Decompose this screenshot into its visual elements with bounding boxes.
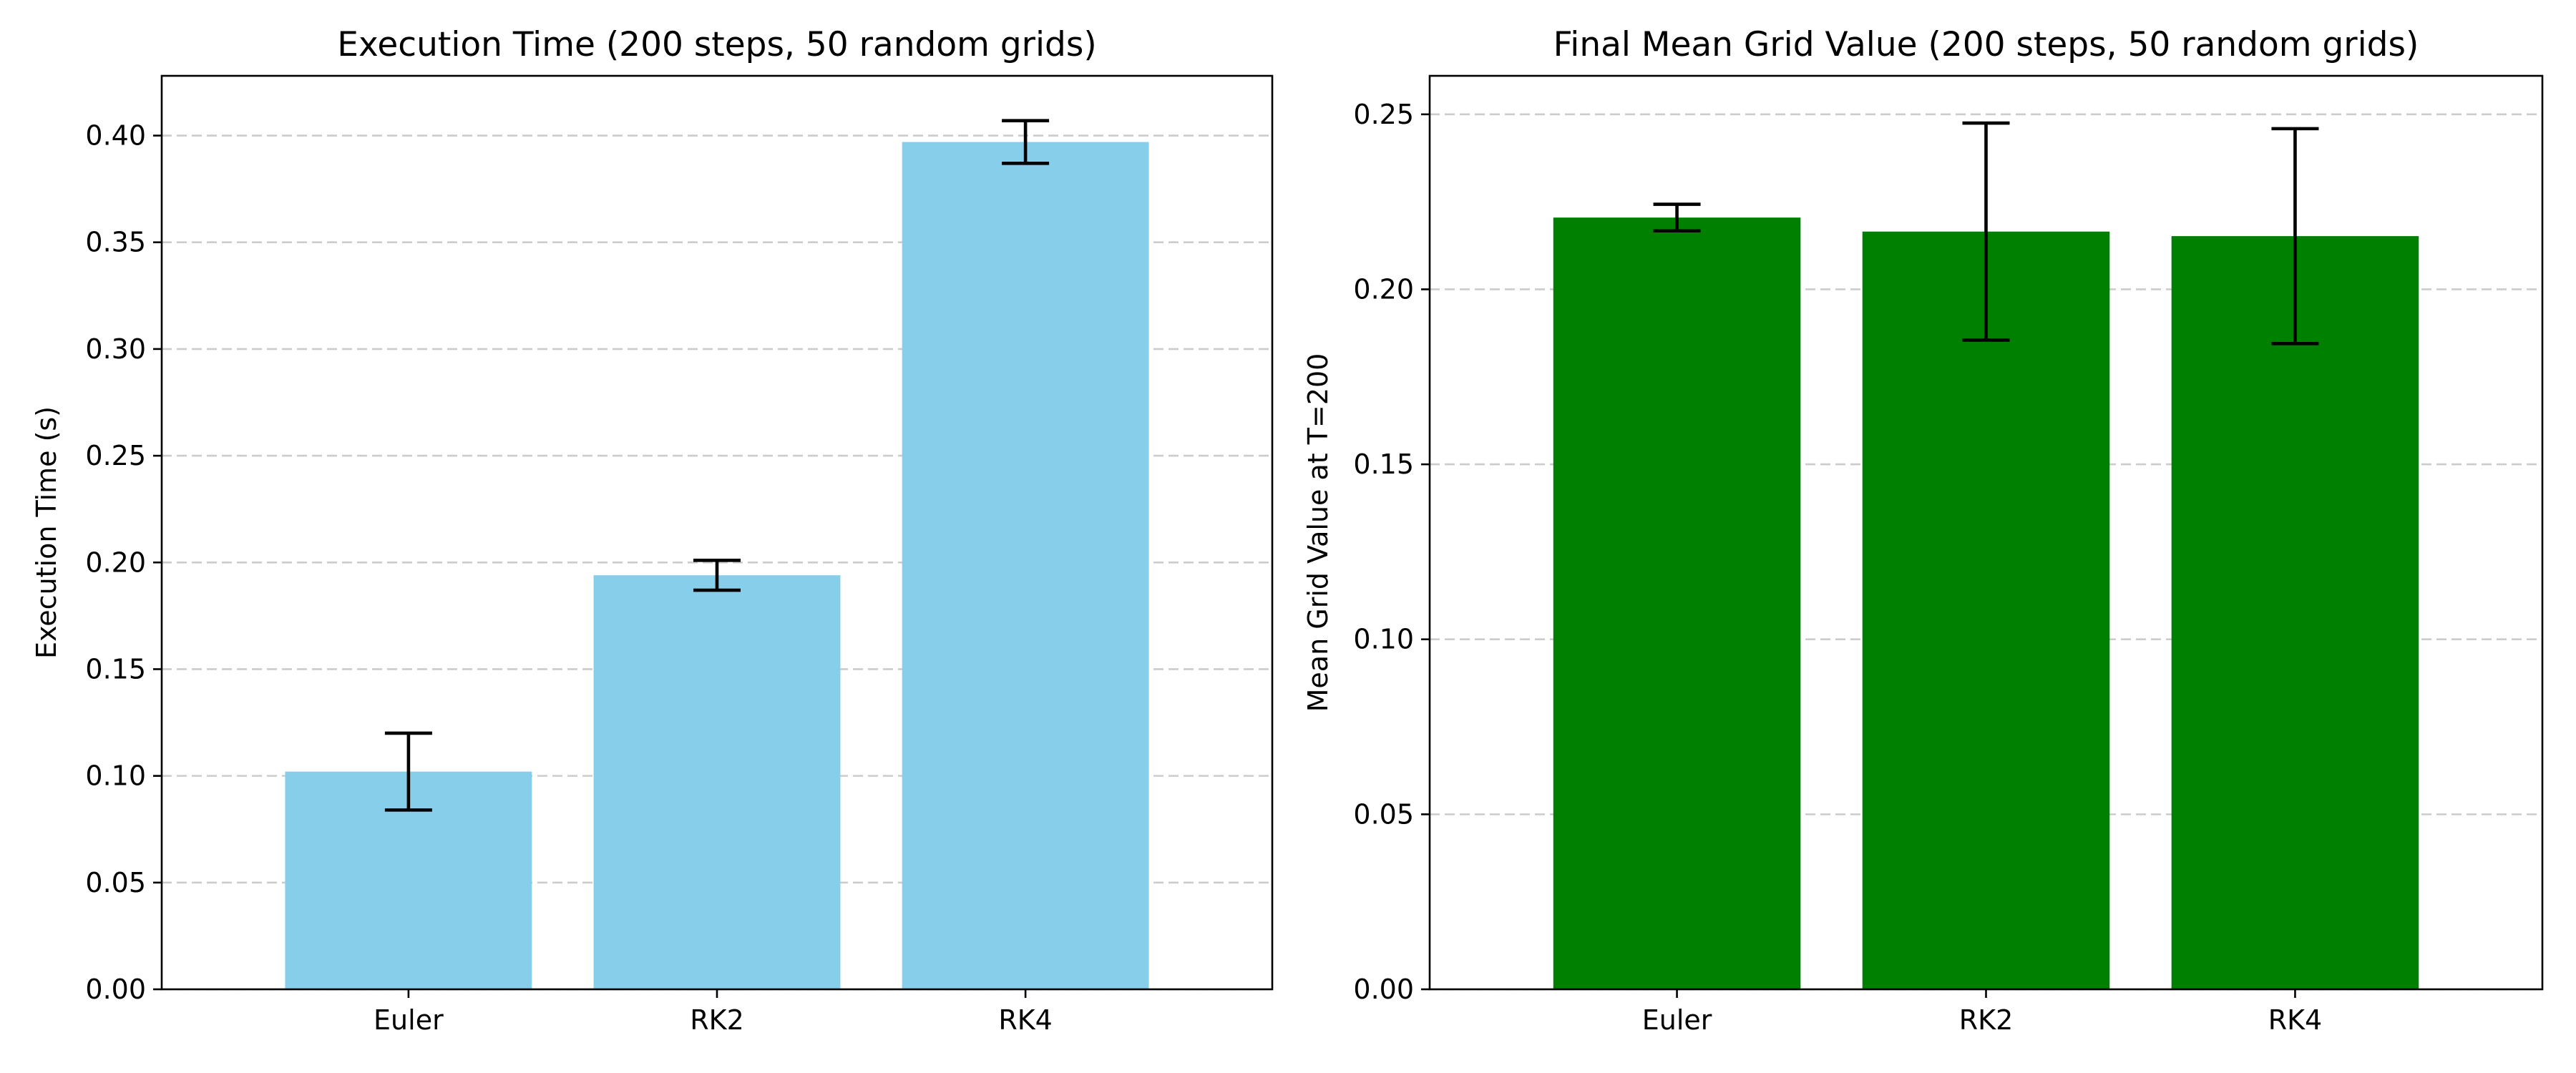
bar-rk2 (1862, 231, 2110, 989)
y-tick-label: 0.10 (85, 760, 146, 792)
axes-frame (1428, 74, 2544, 991)
x-tick-label: Euler (374, 1004, 444, 1036)
y-tick-label: 0.30 (85, 333, 146, 365)
y-tick-label: 0.10 (1353, 624, 1414, 655)
y-tick-label: 0.00 (85, 974, 146, 1005)
x-tick-label: RK2 (1959, 1004, 2014, 1036)
y-tick-label: 0.40 (85, 120, 146, 152)
y-tick-label: 0.05 (85, 867, 146, 898)
bar-rk4 (2171, 236, 2419, 990)
y-tick-label: 0.25 (1353, 99, 1414, 130)
y-tick-label: 0.00 (1353, 974, 1414, 1005)
y-axis-label: Mean Grid Value at T=200 (1302, 353, 1334, 712)
bar-rk2 (593, 575, 841, 989)
axes-frame (160, 74, 1274, 991)
y-tick-label: 0.15 (1353, 449, 1414, 480)
x-tick-label: RK4 (998, 1004, 1053, 1036)
y-tick-label: 0.20 (1353, 273, 1414, 305)
y-tick-label: 0.15 (85, 653, 146, 685)
chart-title: Execution Time (200 steps, 50 random gri… (337, 25, 1096, 64)
x-tick-label: RK2 (690, 1004, 744, 1036)
y-axis-label: Execution Time (s) (31, 406, 62, 659)
execution-time-chart: 0.00 0.05 0.10 0.15 0.20 0.25 0.30 0.35 0.40 Eule… (31, 25, 1274, 1036)
y-tick-label: 0.35 (85, 227, 146, 258)
mean-grid-value-chart: 0.00 0.05 0.10 0.15 0.20 0.25 Euler RK2 RK4 Final… (1302, 25, 2544, 1036)
x-tick-label: Euler (1642, 1004, 1712, 1036)
x-tick-label: RK4 (2268, 1004, 2323, 1036)
y-tick-label: 0.20 (85, 547, 146, 578)
bar-euler (1553, 217, 1801, 990)
bar-rk4 (902, 142, 1149, 989)
chart-title: Final Mean Grid Value (200 steps, 50 ran… (1553, 25, 2419, 64)
y-tick-label: 0.25 (85, 440, 146, 471)
y-tick-label: 0.05 (1353, 798, 1414, 830)
